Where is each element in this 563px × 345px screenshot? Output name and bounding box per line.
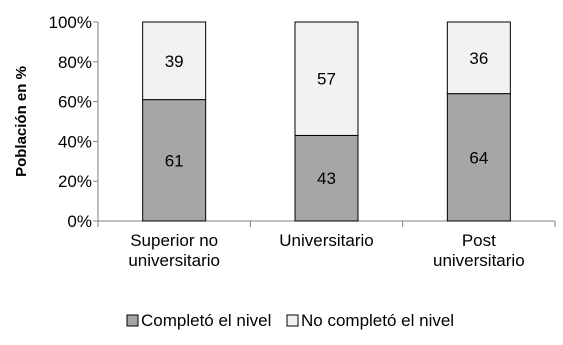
bar-value-label: 57 (317, 70, 336, 89)
y-tick-label: 20% (58, 172, 92, 191)
bar-value-label: 43 (317, 169, 336, 188)
bar-value-label: 39 (165, 52, 184, 71)
y-axis-title: Población en % (13, 66, 30, 177)
y-tick-label: 80% (58, 53, 92, 72)
bar-segment-completo (446, 93, 511, 222)
x-category-label-line: universitario (128, 251, 220, 270)
legend-label: No completó el nivel (301, 311, 454, 330)
x-category-label: Superior no universitario (128, 231, 220, 270)
bar-value-label: 36 (469, 49, 488, 68)
x-category-label: Post universitario (433, 231, 525, 270)
x-category-label: Universitario (279, 231, 373, 250)
y-tick-label: 40% (58, 132, 92, 151)
bar-segment-no-completo (446, 21, 511, 95)
y-tick-label: 60% (58, 93, 92, 112)
bar-segment-no-completo (294, 21, 359, 136)
x-category-label-line: universitario (433, 251, 525, 270)
y-tick-label: 100% (49, 13, 92, 32)
legend-swatch (126, 314, 139, 327)
y-tick-label: 0% (67, 212, 92, 231)
x-category-label-line: Post (462, 231, 496, 250)
legend-label: Completó el nivel (141, 311, 271, 330)
bar-segment-no-completo (142, 21, 207, 101)
bar-value-label: 61 (165, 151, 184, 170)
x-category-label-line: Superior no (130, 231, 218, 250)
x-category-label-line: Universitario (279, 231, 373, 250)
bar-value-label: 64 (469, 148, 488, 167)
legend-swatch (286, 314, 299, 327)
bar-segment-completo (142, 99, 207, 222)
